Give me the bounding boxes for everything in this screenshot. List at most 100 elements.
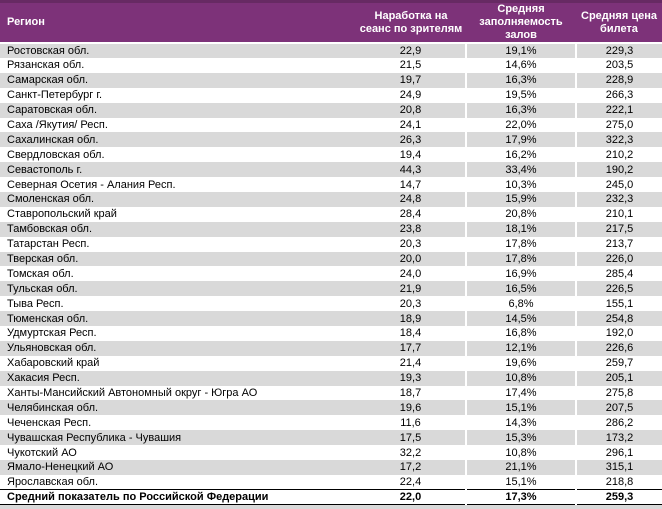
- table-row: Свердловская обл. 19,4 16,2% 210,2: [0, 147, 662, 163]
- ticket-price-cell: 245,0: [575, 177, 662, 193]
- occupancy-cell: 14,5%: [465, 311, 576, 327]
- occupancy-cell: 18,1%: [465, 221, 576, 237]
- region-cell: Сахалинская обл.: [0, 132, 356, 148]
- ticket-price-cell: 155,1: [575, 296, 662, 312]
- table-row: Чеченская Респ. 11,6 14,3% 286,2: [0, 415, 662, 431]
- region-cell: Чукотский АО: [0, 445, 356, 461]
- table-row: Смоленская обл. 24,8 15,9% 232,3: [0, 192, 662, 207]
- summary-row: Средний показатель по Российской Федерац…: [0, 489, 662, 506]
- region-cell: Саха /Якутия/ Респ.: [0, 117, 356, 133]
- viewers-per-session-cell: 24,0: [356, 266, 466, 282]
- table-header: Регион Наработка на сеанс по зрителям Ср…: [0, 0, 662, 44]
- ticket-price-cell: 226,6: [575, 340, 662, 356]
- occupancy-cell: 19,6%: [465, 355, 576, 371]
- viewers-per-session-cell: 22,4: [356, 474, 466, 490]
- ticket-price-cell: 286,2: [575, 415, 662, 431]
- ticket-price-cell: 210,2: [575, 147, 662, 163]
- table-row: Тюменская обл. 18,9 14,5% 254,8: [0, 311, 662, 327]
- region-cell: Ростовская обл.: [0, 43, 356, 58]
- region-cell: Ямало-Ненецкий АО: [0, 460, 356, 475]
- viewers-per-session-cell: 18,7: [356, 385, 466, 401]
- table-row: Тамбовская обл. 23,8 18,1% 217,5: [0, 221, 662, 237]
- viewers-per-session-cell: 19,3: [356, 370, 466, 386]
- viewers-per-session-cell: 44,3: [356, 162, 466, 178]
- viewers-per-session-cell: 17,2: [356, 460, 466, 475]
- ticket-price-cell: 315,1: [575, 460, 662, 475]
- viewers-per-session-cell: 24,8: [356, 192, 466, 207]
- occupancy-cell: 17,8%: [465, 236, 576, 252]
- occupancy-cell: 17,4%: [465, 385, 576, 401]
- ticket-price-cell: 322,3: [575, 132, 662, 148]
- occupancy-cell: 15,3%: [465, 430, 576, 446]
- viewers-per-session-cell: 14,7: [356, 177, 466, 193]
- occupancy-cell: 12,1%: [465, 340, 576, 356]
- occupancy-cell: 16,5%: [465, 281, 576, 297]
- region-cell: Ярославская обл.: [0, 474, 356, 490]
- viewers-per-session-cell: 17,5: [356, 430, 466, 446]
- occupancy-cell: 15,1%: [465, 400, 576, 416]
- summary-ticket-price-cell: 259,3: [575, 489, 662, 506]
- table-row: Томская обл. 24,0 16,9% 285,4: [0, 266, 662, 282]
- occupancy-cell: 16,2%: [465, 147, 576, 163]
- occupancy-cell: 17,8%: [465, 251, 576, 267]
- ticket-price-cell: 254,8: [575, 311, 662, 327]
- region-cell: Саратовская обл.: [0, 102, 356, 118]
- region-cell: Удмуртская Респ.: [0, 326, 356, 341]
- region-cell: Рязанская обл.: [0, 58, 356, 73]
- viewers-per-session-cell: 32,2: [356, 445, 466, 461]
- ticket-price-cell: 207,5: [575, 400, 662, 416]
- occupancy-cell: 6,8%: [465, 296, 576, 312]
- column-header-occupancy: Средняя заполняемость залов: [466, 0, 576, 44]
- summary-occupancy-cell: 17,3%: [465, 489, 576, 506]
- table-row: Чукотский АО 32,2 10,8% 296,1: [0, 445, 662, 461]
- bottom-strip: [0, 505, 662, 509]
- viewers-per-session-cell: 21,4: [356, 355, 466, 371]
- viewers-per-session-cell: 18,4: [356, 326, 466, 341]
- viewers-per-session-cell: 24,9: [356, 87, 466, 103]
- ticket-price-cell: 213,7: [575, 236, 662, 252]
- table-row: Хакасия Респ. 19,3 10,8% 205,1: [0, 370, 662, 386]
- region-cell: Смоленская обл.: [0, 192, 356, 207]
- table-summary: Средний показатель по Российской Федерац…: [0, 489, 662, 506]
- viewers-per-session-cell: 17,7: [356, 340, 466, 356]
- viewers-per-session-cell: 11,6: [356, 415, 466, 431]
- region-cell: Татарстан Респ.: [0, 236, 356, 252]
- viewers-per-session-cell: 19,7: [356, 72, 466, 88]
- region-cell: Санкт-Петербург г.: [0, 87, 356, 103]
- ticket-price-cell: 275,0: [575, 117, 662, 133]
- occupancy-cell: 22,0%: [465, 117, 576, 133]
- viewers-per-session-cell: 21,9: [356, 281, 466, 297]
- occupancy-cell: 10,8%: [465, 370, 576, 386]
- region-cell: Ульяновская обл.: [0, 340, 356, 356]
- table-row: Севастополь г. 44,3 33,4% 190,2: [0, 162, 662, 178]
- viewers-per-session-cell: 20,0: [356, 251, 466, 267]
- occupancy-cell: 16,3%: [465, 102, 576, 118]
- summary-viewers-per-session-cell: 22,0: [356, 489, 466, 506]
- viewers-per-session-cell: 20,3: [356, 296, 466, 312]
- table-row: Саратовская обл. 20,8 16,3% 222,1: [0, 102, 662, 118]
- ticket-price-cell: 275,8: [575, 385, 662, 401]
- occupancy-cell: 14,6%: [465, 58, 576, 73]
- ticket-price-cell: 228,9: [575, 72, 662, 88]
- ticket-price-cell: 232,3: [575, 192, 662, 207]
- ticket-price-cell: 296,1: [575, 445, 662, 461]
- ticket-price-cell: 222,1: [575, 102, 662, 118]
- table-row: Удмуртская Респ. 18,4 16,8% 192,0: [0, 326, 662, 341]
- table-row: Тверская обл. 20,0 17,8% 226,0: [0, 251, 662, 267]
- occupancy-cell: 19,5%: [465, 87, 576, 103]
- region-cell: Тамбовская обл.: [0, 221, 356, 237]
- table-row: Сахалинская обл. 26,3 17,9% 322,3: [0, 132, 662, 148]
- viewers-per-session-cell: 18,9: [356, 311, 466, 327]
- ticket-price-cell: 203,5: [575, 58, 662, 73]
- viewers-per-session-cell: 23,8: [356, 221, 466, 237]
- ticket-price-cell: 217,5: [575, 221, 662, 237]
- table-row: Самарская обл. 19,7 16,3% 228,9: [0, 72, 662, 88]
- table-row: Ставропольский край 28,4 20,8% 210,1: [0, 206, 662, 222]
- region-cell: Чувашская Республика - Чувашия: [0, 430, 356, 446]
- occupancy-cell: 33,4%: [465, 162, 576, 178]
- viewers-per-session-cell: 20,8: [356, 102, 466, 118]
- region-cell: Свердловская обл.: [0, 147, 356, 163]
- table-row: Рязанская обл. 21,5 14,6% 203,5: [0, 58, 662, 73]
